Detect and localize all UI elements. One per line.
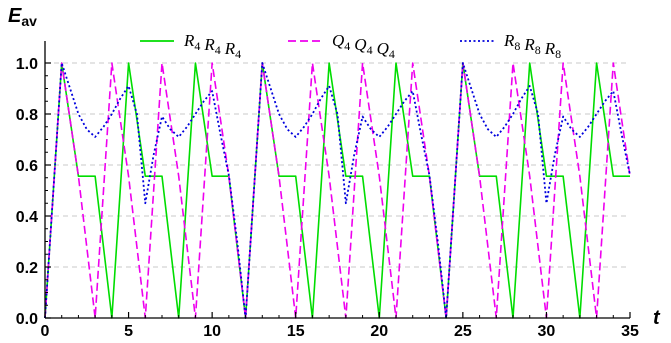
y-axis-title-sub: av	[21, 13, 37, 29]
x-tick-label: 35	[621, 323, 639, 340]
legend-label-R4R4R4: R4 R4 R4	[183, 31, 241, 61]
y-axis-title: Eav	[8, 5, 37, 29]
x-axis-title: t	[653, 307, 661, 329]
y-tick-label: 0.2	[16, 260, 38, 277]
series-line-R4R4R4	[44, 62, 630, 319]
legend: R4 R4 R4 Q4 Q4 Q4 R8 R8 R8	[140, 31, 561, 61]
series-layer	[44, 62, 631, 319]
x-tick-label: 10	[203, 323, 221, 340]
y-tick-label: 1.0	[16, 56, 38, 73]
x-tick-label: 15	[287, 323, 305, 340]
y-tick-label: 0.0	[16, 311, 38, 328]
series-line-Q4Q4Q4	[44, 62, 631, 319]
legend-label-R8R8R8: R8 R8 R8	[503, 31, 561, 61]
x-tick-label: 30	[538, 323, 556, 340]
legend-label-Q4Q4Q4: Q4 Q4 Q4	[332, 31, 395, 61]
y-tick-label: 0.8	[16, 107, 38, 124]
x-tick-label: 5	[124, 323, 133, 340]
y-axis-title-main: E	[8, 5, 22, 27]
y-ticks: 0.0 0.2 0.4 0.6 0.8 1.0	[16, 56, 51, 328]
grid-lines	[45, 62, 630, 268]
x-tick-label: 0	[41, 323, 50, 340]
x-tick-label: 20	[370, 323, 388, 340]
x-tick-label: 25	[454, 323, 472, 340]
y-tick-label: 0.6	[16, 158, 38, 175]
axes	[44, 41, 630, 319]
x-ticks: 0 5 10 15 20 25 30 35	[41, 312, 639, 340]
y-tick-label: 0.4	[16, 209, 38, 226]
